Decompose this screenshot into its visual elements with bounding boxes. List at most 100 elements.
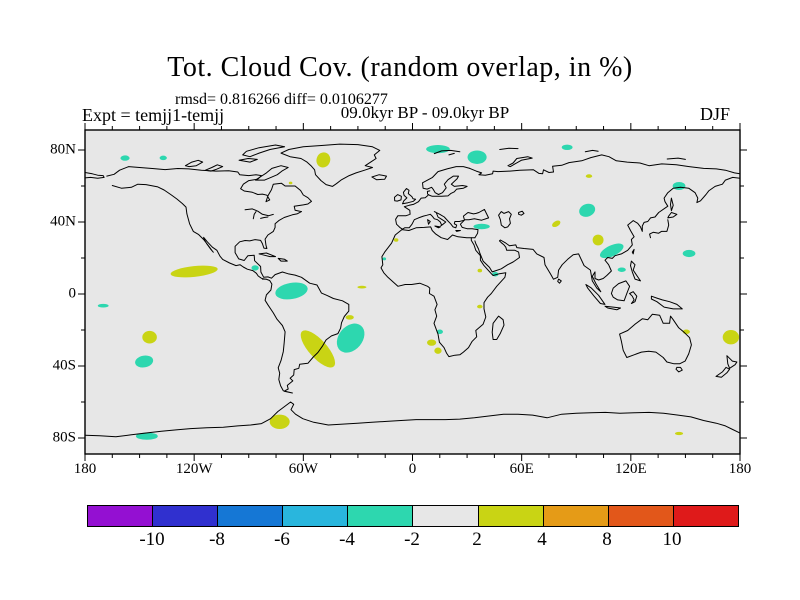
coastline-path <box>726 355 738 369</box>
coastlines <box>85 143 740 438</box>
coastline-path <box>667 212 678 219</box>
coastline-path <box>434 225 441 229</box>
coastline-path <box>394 194 402 202</box>
anomaly-patches <box>97 144 740 440</box>
anomaly-patch-positive <box>170 265 218 278</box>
x-tick-label: 60W <box>288 461 318 477</box>
colorbar-segment <box>542 506 608 526</box>
y-tick-label: 40S <box>52 357 76 374</box>
coastline-path <box>111 183 266 280</box>
coastline-path <box>402 188 417 205</box>
colorbar-tick-label: 10 <box>662 529 682 550</box>
anomaly-patch-negative <box>617 267 626 272</box>
coastline-path <box>252 211 257 220</box>
anomaly-patch-negative <box>97 303 109 308</box>
coastline-path <box>630 260 641 282</box>
anomaly-patch-negative <box>672 181 686 191</box>
coastline-path <box>448 152 455 156</box>
coastline-path <box>85 172 105 179</box>
anomaly-patch-positive <box>300 330 336 368</box>
x-tick-label: 180 <box>728 461 752 477</box>
anomaly-patch-positive <box>674 431 684 436</box>
coastline-path <box>401 226 476 240</box>
anomaly-patch-negative <box>467 150 487 164</box>
coastline-path <box>244 208 274 217</box>
coastline-path <box>499 147 519 150</box>
anomaly-patch-negative <box>473 223 490 230</box>
coastline-path <box>491 315 505 340</box>
colorbar-tick-label: -10 <box>139 529 165 550</box>
y-tick-label: 80N <box>50 141 76 158</box>
anomaly-patch-negative <box>599 243 624 259</box>
anomaly-patch-negative <box>120 155 130 161</box>
y-tick-label: 0 <box>68 285 77 302</box>
coastline-path <box>675 366 683 373</box>
coastline-path <box>715 366 731 378</box>
coastline-path <box>518 210 525 216</box>
coastline-path <box>649 219 670 239</box>
coastline-path <box>238 158 258 163</box>
anomaly-patch-negative <box>561 144 573 150</box>
anomaly-patch-positive <box>316 152 331 168</box>
y-tick-label: 40N <box>50 213 76 230</box>
coastline-path <box>380 229 507 358</box>
coastline-path <box>610 280 631 302</box>
colorbar-tick-label: 4 <box>537 529 547 550</box>
coastline-path <box>557 278 562 284</box>
colorbar-tick-label: -8 <box>209 529 225 550</box>
y-tick-label: 80S <box>52 429 76 446</box>
anomaly-patch-positive <box>357 285 367 289</box>
coastline-path <box>280 143 381 187</box>
axis-ticks <box>78 123 747 461</box>
coastline-path <box>258 252 276 258</box>
anomaly-patch-positive <box>288 181 293 185</box>
colorbar-segment <box>672 506 738 526</box>
coastline-path <box>422 166 471 197</box>
coastline-path <box>585 284 606 305</box>
anomaly-patch-negative <box>682 249 696 258</box>
plot-title: Tot. Cloud Cov. (random overlap, in %) <box>167 52 633 83</box>
colorbar <box>87 505 739 527</box>
colorbar-tick-label: 2 <box>472 529 482 550</box>
coastline-path <box>474 240 520 273</box>
x-tick-label: 120W <box>175 461 213 477</box>
period-label: 09.0kyr BP - 09.0kyr BP <box>340 103 510 122</box>
coastline-path <box>106 166 350 394</box>
coastline-path <box>242 144 286 158</box>
coastline-path <box>584 149 599 153</box>
x-tick-label: 120E <box>614 461 647 477</box>
coastline-path <box>507 156 533 168</box>
coastline-path <box>619 313 692 365</box>
anomaly-patch-negative <box>135 355 154 368</box>
colorbar-tick-label: -4 <box>339 529 355 550</box>
anomaly-patch-positive <box>552 220 561 228</box>
anomaly-patch-negative <box>436 329 443 335</box>
coastline-path <box>499 176 740 293</box>
coastline-path <box>204 164 224 172</box>
anomaly-patch-positive <box>585 174 593 178</box>
anomaly-patch-positive <box>393 238 399 242</box>
coastline-path <box>395 194 479 239</box>
coastline-path <box>629 291 638 304</box>
coastline-path <box>260 216 269 219</box>
stats-line: rmsd= 0.816266 diff= 0.0106277 <box>175 91 388 108</box>
colorbar-segment <box>282 506 348 526</box>
coastline-path <box>650 295 683 310</box>
anomaly-patch-negative <box>275 282 308 300</box>
anomaly-patch-negative <box>251 265 259 271</box>
colorbar-tick-label: -6 <box>274 529 290 550</box>
colorbar-segment <box>88 506 153 526</box>
anomaly-patch-negative <box>336 323 365 353</box>
map-background <box>85 130 740 454</box>
anomaly-patch-negative <box>579 203 596 217</box>
x-tick-label: 180 <box>73 461 97 477</box>
anomaly-patch-positive <box>269 414 290 429</box>
experiment-label: Expt = temjj1-temjj <box>82 105 225 125</box>
anomaly-patch-positive <box>477 268 483 273</box>
anomaly-patch-positive <box>592 234 604 246</box>
anomaly-patch-negative <box>135 432 158 440</box>
anomaly-patch-positive <box>477 304 483 309</box>
coastline-path <box>184 159 204 168</box>
anomaly-patch-positive <box>142 330 157 344</box>
